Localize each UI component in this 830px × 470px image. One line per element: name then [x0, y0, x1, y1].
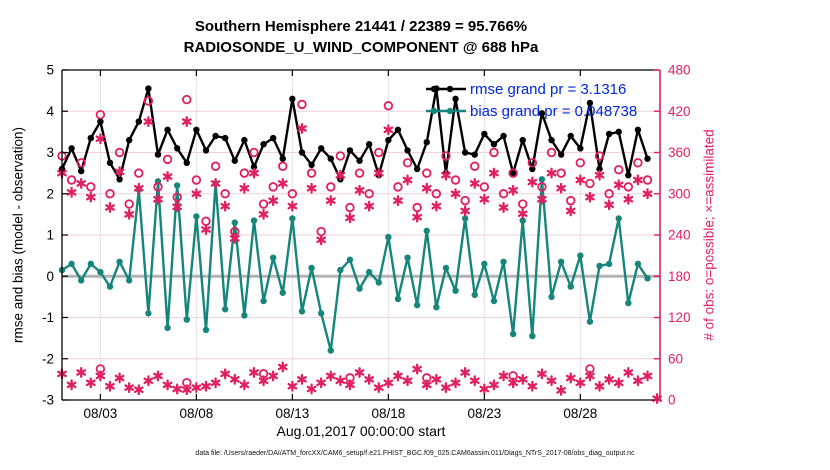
right-tick-label: 300	[668, 186, 691, 201]
tick-labels: 5 4 3 2 1 0 -1 -2 -3 480 420 360 300 240 180 120 60 0 08/0…	[42, 63, 691, 422]
right-tick-label: 360	[668, 145, 691, 160]
left-tick-label: 4	[46, 104, 54, 119]
legend-entry-rmse: rmse grand pr = 3.1316	[426, 78, 637, 100]
x-tick-label: 08/23	[467, 406, 501, 421]
x-tick-label: 08/13	[275, 406, 309, 421]
right-tick-label: 480	[668, 63, 691, 78]
legend-label-rmse: rmse grand pr = 3.1316	[470, 80, 627, 98]
left-tick-label: 1	[46, 228, 54, 243]
legend-sample-rmse-line	[426, 85, 466, 93]
h-gridlines	[62, 110, 660, 360]
left-tick-label: 0	[46, 269, 54, 284]
title-line-1: Southern Hemisphere 21441 / 22389 = 95.7…	[194, 18, 528, 35]
legend-entry-bias: bias grand pr = 0.048738	[426, 100, 637, 122]
left-axis-label: rmse and bias (model - observation)	[10, 126, 26, 344]
legend-label-bias: bias grand pr = 0.048738	[470, 102, 638, 120]
x-tick-label: 08/28	[563, 406, 597, 421]
right-tick-label: 120	[668, 310, 691, 325]
right-tick-label: 240	[668, 228, 691, 243]
title-block: Southern Hemisphere 21441 / 22389 = 95.7…	[62, 16, 660, 58]
x-tick-label: 08/08	[179, 406, 213, 421]
obs-low-band-markers	[57, 361, 653, 396]
x-tick-label: 08/03	[83, 406, 117, 421]
left-tick-label: 3	[46, 145, 54, 160]
obs-assimilated-markers	[57, 116, 653, 246]
right-tick-label: 180	[668, 269, 691, 284]
data-file-path: data file: /Users/raeder/DAI/ATM_forcXX/…	[195, 450, 635, 457]
x-axis-label: Aug.01,2017 00:00:00 start	[276, 423, 446, 439]
right-axis-label: # of obs: o=possible; ×=assimilated	[701, 129, 717, 341]
right-tick-label: 60	[668, 351, 683, 366]
legend-sample-bias-line	[426, 107, 466, 115]
rmse-series	[58, 85, 651, 183]
left-tick-label: -2	[42, 351, 54, 366]
right-tick-label: 420	[668, 104, 691, 119]
right-tick-label: 0	[668, 393, 676, 408]
title-line-2: RADIOSONDE_U_WIND_COMPONENT @ 688 hPa	[183, 39, 539, 56]
left-tick-label: -3	[42, 393, 54, 408]
bias-series	[58, 176, 651, 354]
left-tick-label: 2	[46, 186, 54, 201]
tick-marks	[62, 69, 660, 401]
left-tick-label: 5	[46, 63, 54, 78]
legend: rmse grand pr = 3.1316 bias grand pr = 0…	[426, 78, 637, 122]
x-tick-label: 08/18	[371, 406, 405, 421]
left-tick-label: -1	[42, 310, 54, 325]
